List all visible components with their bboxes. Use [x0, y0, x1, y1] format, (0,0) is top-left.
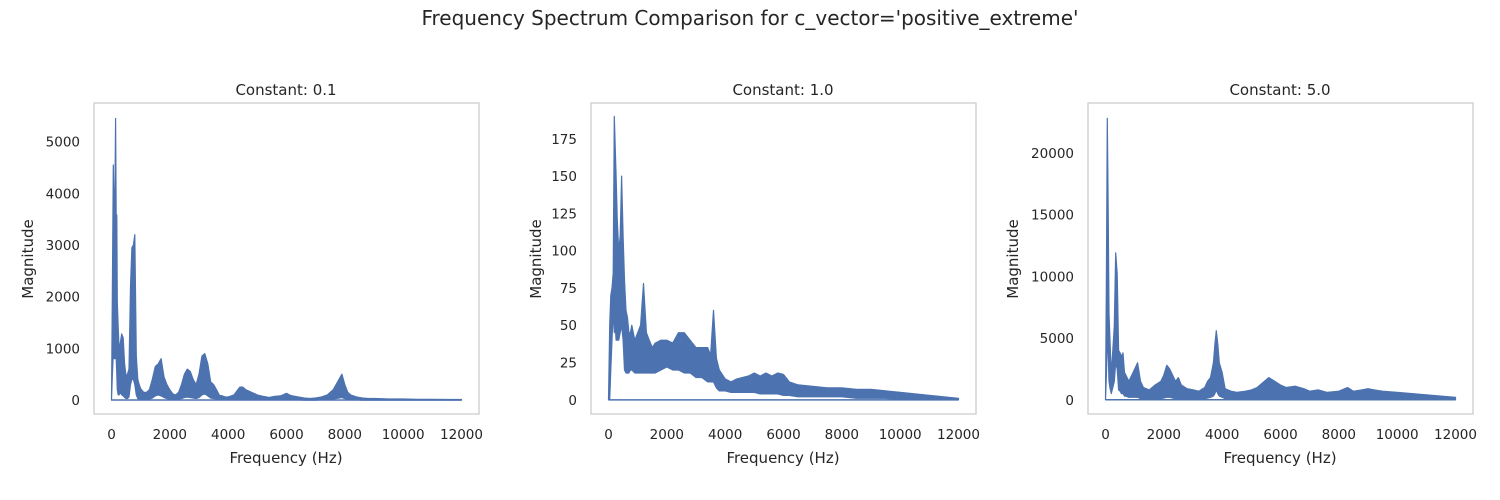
y-tick-label: 50 — [560, 318, 577, 334]
x-tick-label: 2000 — [153, 427, 187, 443]
y-tick-label: 0 — [71, 393, 80, 409]
subplot-constant-0.1: Constant: 0.1 Frequency (Hz) Magnitude 0… — [19, 81, 483, 467]
x-tick-label: 8000 — [1322, 427, 1356, 443]
x-tick-label: 0 — [1101, 427, 1110, 443]
x-tick-label: 2000 — [1147, 427, 1181, 443]
y-tick-label: 15000 — [1031, 208, 1074, 224]
y-tick-label: 10000 — [1031, 269, 1074, 285]
y-tick-label: 2000 — [46, 290, 80, 306]
x-tick-label: 6000 — [269, 427, 303, 443]
spectrum-series — [110, 117, 463, 401]
x-tick-label: 6000 — [1263, 427, 1297, 443]
x-tick-label: 4000 — [708, 427, 742, 443]
y-tick-label: 150 — [551, 169, 577, 185]
x-tick-label: 6000 — [766, 427, 800, 443]
spectrum-series — [1104, 117, 1457, 401]
x-tick-label: 10000 — [879, 427, 922, 443]
y-axis-label: Magnitude — [527, 219, 545, 298]
y-tick-label: 75 — [560, 281, 577, 297]
y-tick-label: 25 — [560, 356, 577, 372]
plot-frame — [93, 102, 480, 415]
spectrum-series — [607, 115, 960, 401]
x-tick-label: 10000 — [382, 427, 425, 443]
x-tick-label: 12000 — [440, 427, 483, 443]
y-tick-label: 175 — [551, 132, 577, 148]
y-tick-label: 5000 — [46, 135, 80, 151]
subplot-title: Constant: 5.0 — [1229, 81, 1330, 99]
subplot-constant-5.0: Constant: 5.0 Frequency (Hz) Magnitude 0… — [1004, 81, 1477, 467]
x-axis-label: Frequency (Hz) — [1223, 449, 1336, 467]
plot-frame — [1087, 102, 1474, 415]
x-tick-label: 8000 — [825, 427, 859, 443]
x-tick-label: 0 — [107, 427, 116, 443]
x-tick-label: 0 — [604, 427, 613, 443]
y-tick-label: 5000 — [1040, 331, 1074, 347]
y-tick-label: 1000 — [46, 341, 80, 357]
x-tick-label: 2000 — [650, 427, 684, 443]
x-tick-label: 4000 — [211, 427, 245, 443]
y-tick-label: 4000 — [46, 186, 80, 202]
y-axis-label: Magnitude — [19, 219, 37, 298]
y-tick-label: 0 — [1065, 393, 1074, 409]
x-tick-label: 10000 — [1376, 427, 1419, 443]
x-tick-label: 8000 — [328, 427, 362, 443]
x-axis-label: Frequency (Hz) — [726, 449, 839, 467]
x-tick-label: 4000 — [1205, 427, 1239, 443]
y-tick-label: 20000 — [1031, 146, 1074, 162]
subplot-title: Constant: 0.1 — [235, 81, 336, 99]
plot-frame — [590, 102, 977, 415]
x-tick-label: 12000 — [1434, 427, 1477, 443]
figure-title: Frequency Spectrum Comparison for c_vect… — [421, 6, 1078, 30]
y-axis-label: Magnitude — [1004, 219, 1022, 298]
x-axis-label: Frequency (Hz) — [229, 449, 342, 467]
y-tick-label: 125 — [551, 206, 577, 222]
y-tick-label: 100 — [551, 244, 577, 260]
y-tick-label: 3000 — [46, 238, 80, 254]
x-tick-label: 12000 — [937, 427, 980, 443]
y-tick-label: 0 — [568, 393, 577, 409]
subplot-constant-1.0: Constant: 1.0 Frequency (Hz) Magnitude 0… — [527, 81, 980, 467]
subplot-title: Constant: 1.0 — [732, 81, 833, 99]
